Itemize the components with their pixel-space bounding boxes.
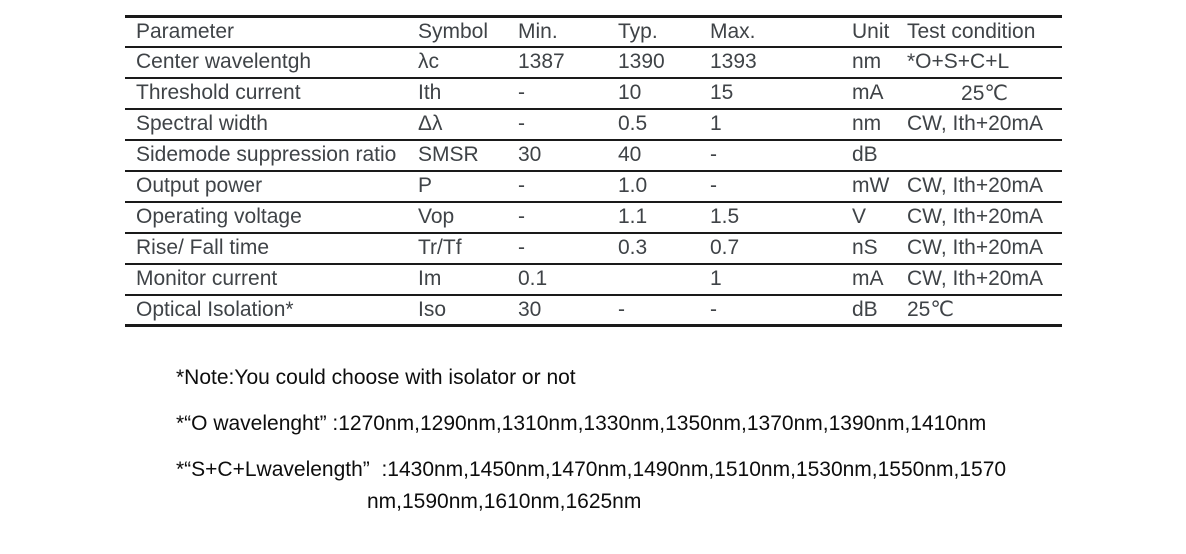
cell-parameter: Optical Isolation* [136,297,294,321]
cell-unit: dB [852,143,878,166]
table-row: Spectral width Δλ - 0.5 1 nm CW, Ith+20mA [125,109,1062,140]
cell-symbol: Δλ [418,112,443,135]
table-row: Optical Isolation* Iso 30 - - dB 25℃ [125,295,1062,326]
table-row: Sidemode suppression ratio SMSR 30 40 - dB [125,140,1062,171]
cell-test_condition: CW, Ith+20mA [907,205,1043,228]
cell-typ: 0.5 [618,112,648,135]
cell-parameter: Sidemode suppression ratio [136,143,397,166]
cell-unit: nS [852,236,878,259]
table-row: Monitor current Im 0.1 1 mA CW, Ith+20mA [125,264,1062,295]
cell-symbol: Iso [418,297,447,321]
cell-symbol: Vop [418,205,455,228]
cell-parameter: Rise/ Fall time [136,236,270,259]
cell-unit: mA [852,267,884,290]
cell-typ: - [618,297,625,321]
table-row: Operating voltage Vop - 1.1 1.5 V CW, Ith+20mA [125,202,1062,233]
note-scl-wavelength-line2: nm,1590nm,1610nm,1625nm [367,490,642,513]
cell-test_condition: 25℃ [907,298,954,322]
cell-max: 0.7 [710,236,740,259]
cell-min: - [518,112,525,135]
cell-unit: mA [852,81,884,104]
cell-parameter: Output power [136,174,263,197]
cell-min: 0.1 [518,267,548,290]
column-header-5: Unit [852,19,890,43]
cell-max: - [710,174,717,197]
cell-max: 1.5 [710,205,740,228]
cell-symbol: Tr/Tf [418,236,462,259]
table-row: Threshold current Ith - 10 15 mA 25℃ [125,78,1062,109]
cell-max: 1 [710,267,722,290]
table-row: Output power P - 1.0 - mW CW, Ith+20mA [125,171,1062,202]
cell-min: 30 [518,297,542,321]
cell-unit: V [852,205,867,228]
cell-max: 15 [710,81,734,104]
cell-parameter: Spectral width [136,112,268,135]
cell-typ: 0.3 [618,236,648,259]
cell-min: - [518,236,525,259]
cell-min: - [518,174,525,197]
column-header-2: Min. [518,19,558,43]
cell-symbol: Ith [418,81,442,104]
cell-test_condition: CW, Ith+20mA [907,267,1043,290]
cell-test_condition: 25℃ [961,81,1008,105]
cell-typ [618,264,710,295]
cell-parameter: Monitor current [136,267,278,290]
cell-test_condition: CW, Ith+20mA [907,236,1043,259]
cell-test_condition: CW, Ith+20mA [907,112,1043,135]
cell-symbol: SMSR [418,143,479,166]
cell-unit: mW [852,174,890,197]
cell-typ: 1.0 [618,174,648,197]
spec-table-container: Parameter Symbol Min. Typ. Max. Unit Test cond… [125,15,1062,327]
table-row: Center wavelentgh λc 1387 1390 1393 nm *O+S+C+… [125,47,1062,78]
cell-typ: 10 [618,81,642,104]
column-header-1: Symbol [418,19,489,43]
cell-min: - [518,205,525,228]
cell-symbol: λc [418,50,439,73]
cell-max: - [710,297,717,321]
cell-max: 1 [710,112,722,135]
spec-table: Parameter Symbol Min. Typ. Max. Unit Test cond… [125,15,1062,327]
cell-parameter: Center wavelentgh [136,50,312,73]
note-o-wavelength: *“O wavelenght” :1270nm,1290nm,1310nm,13… [176,412,987,435]
cell-unit: dB [852,297,878,321]
cell-min: 1387 [518,50,565,73]
cell-parameter: Operating voltage [136,205,302,228]
note-isolator: *Note:You could choose with isolator or … [176,366,576,389]
cell-test_condition: *O+S+C+L [907,50,1010,73]
column-header-4: Max. [710,19,756,43]
cell-min: - [518,81,525,104]
cell-typ: 1390 [618,50,665,73]
table-row: Rise/ Fall time Tr/Tf - 0.3 0.7 nS CW, Ith+20m… [125,233,1062,264]
note-scl-wavelength-line1: *“S+C+Lwavelength” :1430nm,1450nm,1470nm… [176,458,1007,481]
cell-parameter: Threshold current [136,81,301,104]
spec-table-body: Center wavelentgh λc 1387 1390 1393 nm *O+S+C+… [125,47,1062,326]
cell-max: 1393 [710,50,757,73]
header-row: Parameter Symbol Min. Typ. Max. Unit Test cond… [125,16,1062,47]
column-header-6: Test condition [907,19,1036,43]
cell-max: - [710,143,717,166]
cell-unit: nm [852,50,882,73]
cell-test_condition [907,140,1062,171]
cell-typ: 1.1 [618,205,648,228]
cell-min: 30 [518,143,542,166]
cell-unit: nm [852,112,882,135]
cell-symbol: Im [418,267,442,290]
cell-typ: 40 [618,143,642,166]
column-header-0: Parameter [136,19,235,43]
cell-symbol: P [418,174,433,197]
cell-test_condition: CW, Ith+20mA [907,174,1043,197]
column-header-3: Typ. [618,19,658,43]
